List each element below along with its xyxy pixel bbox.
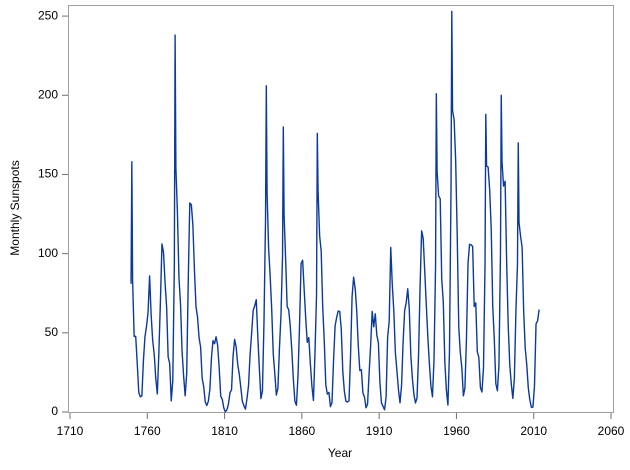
x-tick-label: 1860 xyxy=(289,424,316,438)
y-tick-label: 100 xyxy=(38,246,58,260)
y-tick-label: 150 xyxy=(38,167,58,181)
x-tick-label: 1710 xyxy=(57,424,84,438)
y-axis-label: Monthly Sunspots xyxy=(8,160,22,255)
x-axis-label: Year xyxy=(328,446,352,460)
y-tick-label: 0 xyxy=(51,404,58,418)
x-tick-label: 1960 xyxy=(443,424,470,438)
x-tick-label: 2060 xyxy=(598,424,625,438)
plot-frame xyxy=(68,5,614,413)
x-tick-label: 1760 xyxy=(134,424,161,438)
data-line xyxy=(130,10,540,413)
x-tick-label: 1910 xyxy=(366,424,393,438)
x-tick-label: 2010 xyxy=(520,424,547,438)
y-tick-label: 250 xyxy=(38,8,58,22)
x-tick-label: 1810 xyxy=(211,424,238,438)
y-tick-label: 200 xyxy=(38,87,58,101)
y-tick-label: 50 xyxy=(45,325,59,339)
